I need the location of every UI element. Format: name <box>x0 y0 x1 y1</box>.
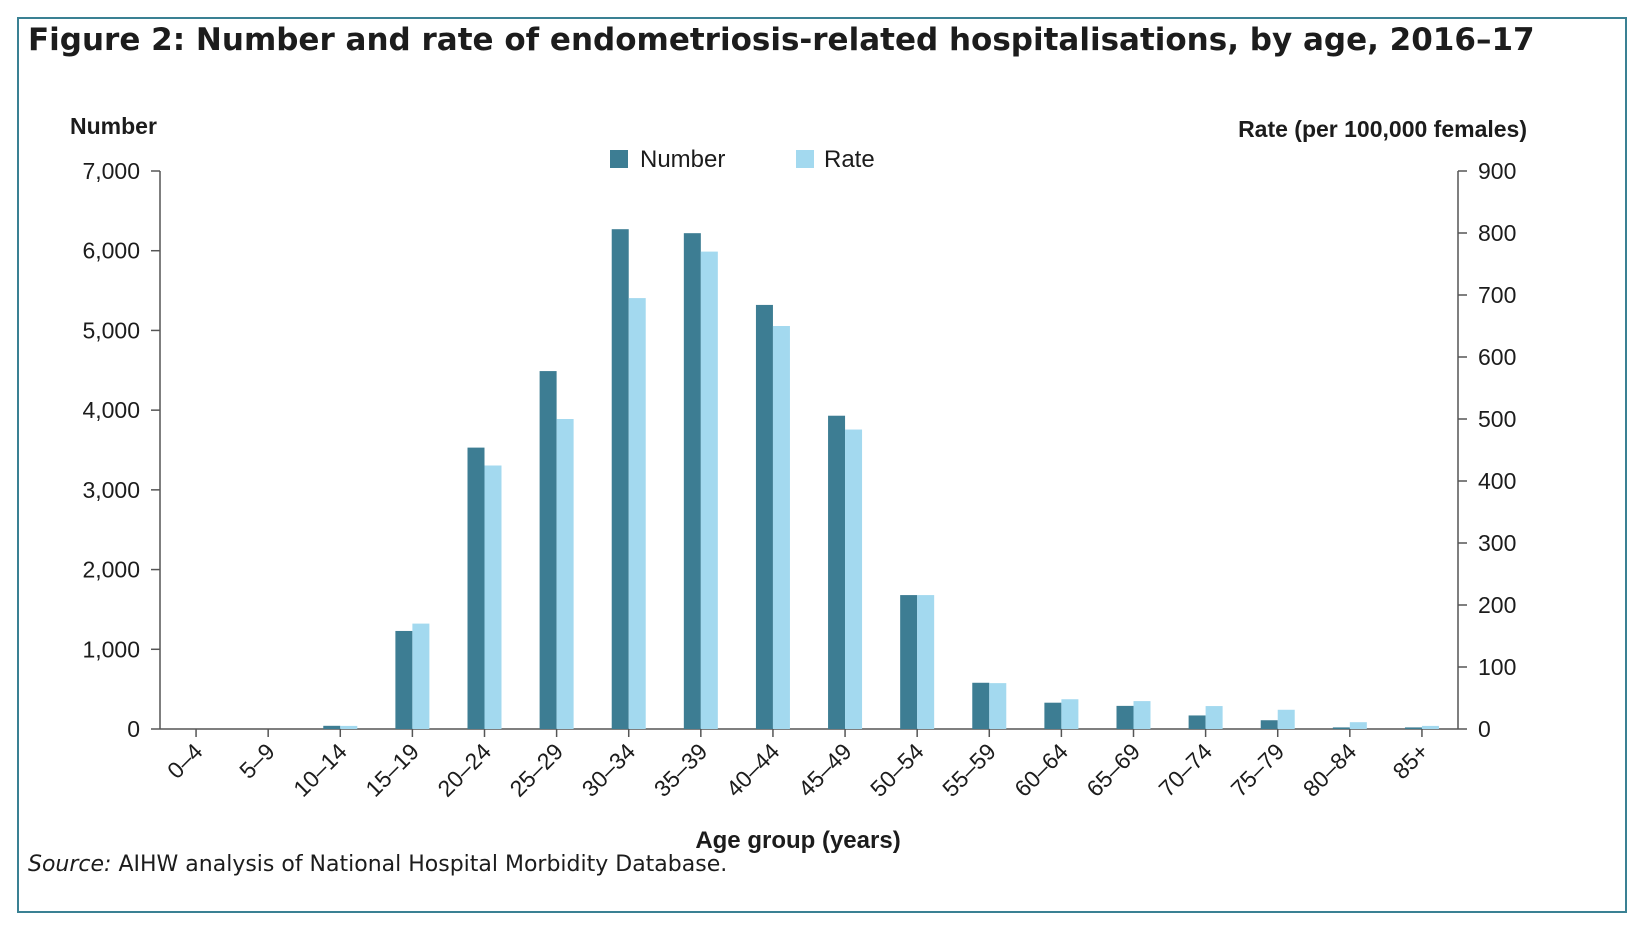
left-tick-label: 3,000 <box>82 477 140 503</box>
bar-number <box>828 415 846 729</box>
bar-rate <box>340 725 358 729</box>
bar-number <box>611 229 629 730</box>
bar-rate <box>1133 701 1151 729</box>
x-tick-label: 0–4 <box>162 738 208 784</box>
left-axis-label: Number <box>70 113 157 139</box>
x-tick-label: 80–84 <box>1298 738 1362 802</box>
x-tick-label: 20–24 <box>432 738 496 802</box>
ticks: 0 1,000 2,000 3,000 4,000 5,000 6,000 7,000 0 100… <box>82 158 1516 802</box>
x-tick-label: 25–29 <box>505 738 569 802</box>
legend-swatch-rate <box>796 150 814 168</box>
bar-rate <box>556 419 574 729</box>
figure-title: Figure 2: Number and rate of endometrios… <box>28 22 1535 58</box>
right-axis-label: Rate (per 100,000 females) <box>1238 116 1527 142</box>
bar-rate <box>772 326 790 729</box>
bar-rate <box>1349 722 1367 729</box>
right-tick-label: 100 <box>1478 654 1516 680</box>
bar-number <box>1044 702 1062 729</box>
x-tick-label: 55–59 <box>937 738 1001 802</box>
legend-label-rate: Rate <box>824 146 875 173</box>
bar-number <box>683 233 701 730</box>
legend-label-number: Number <box>640 146 725 173</box>
right-tick-label: 700 <box>1478 282 1516 308</box>
right-tick-label: 300 <box>1478 530 1516 556</box>
right-tick-label: 800 <box>1478 220 1516 246</box>
figure-frame <box>17 17 1627 913</box>
x-tick-label: 30–34 <box>577 738 641 802</box>
bar-number <box>395 630 413 729</box>
right-tick-label: 500 <box>1478 406 1516 432</box>
bar-rate <box>700 251 718 729</box>
x-tick-label: 85+ <box>1388 738 1434 784</box>
x-tick-label: 15–19 <box>360 738 424 802</box>
left-tick-label: 6,000 <box>82 238 140 264</box>
x-tick-label: 70–74 <box>1154 738 1218 802</box>
right-tick-label: 900 <box>1478 158 1516 184</box>
bar-rate <box>412 623 430 729</box>
bar-number <box>1404 727 1422 729</box>
x-axis-title: Age group (years) <box>695 827 900 854</box>
bar-number <box>755 304 773 729</box>
left-tick-label: 4,000 <box>82 397 140 423</box>
right-tick-label: 0 <box>1478 716 1491 742</box>
bar-rate <box>1421 725 1439 729</box>
right-tick-label: 200 <box>1478 592 1516 618</box>
source-note: Source: AIHW analysis of National Hospit… <box>28 852 727 877</box>
bar-number <box>1332 727 1350 729</box>
bar-number <box>972 682 990 729</box>
bar-number <box>467 447 485 729</box>
source-text: AIHW analysis of National Hospital Morbi… <box>118 852 728 877</box>
bar-rate <box>628 298 646 729</box>
bar-rate <box>845 429 863 729</box>
bar-rate <box>484 465 502 729</box>
x-tick-label: 10–14 <box>288 738 352 802</box>
bar-number <box>1116 705 1134 729</box>
bar-number <box>900 595 918 729</box>
bar-number <box>323 725 341 729</box>
right-tick-label: 400 <box>1478 468 1516 494</box>
left-tick-label: 2,000 <box>82 557 140 583</box>
bar-rate <box>917 595 935 729</box>
x-tick-label: 45–49 <box>793 738 857 802</box>
left-tick-label: 7,000 <box>82 158 140 184</box>
axes <box>159 171 1459 730</box>
x-tick-label: 5–9 <box>234 738 280 784</box>
left-tick-label: 0 <box>127 716 140 742</box>
legend-swatch-number <box>610 150 628 168</box>
source-label: Source: <box>28 852 112 877</box>
left-tick-label: 5,000 <box>82 317 140 343</box>
bar-rate <box>1277 709 1295 729</box>
bar-number <box>1188 715 1206 729</box>
bar-rate <box>989 683 1007 729</box>
bar-number <box>1260 720 1278 729</box>
left-tick-label: 1,000 <box>82 636 140 662</box>
x-tick-label: 65–69 <box>1081 738 1145 802</box>
bar-rate <box>1205 706 1223 729</box>
x-tick-label: 75–79 <box>1226 738 1290 802</box>
x-tick-label: 50–54 <box>865 738 929 802</box>
x-tick-label: 35–39 <box>649 738 713 802</box>
bars <box>323 229 1439 730</box>
x-tick-label: 40–44 <box>721 738 785 802</box>
bar-rate <box>1061 699 1079 729</box>
right-tick-label: 600 <box>1478 344 1516 370</box>
x-tick-label: 60–64 <box>1009 738 1073 802</box>
bar-number <box>539 371 557 729</box>
